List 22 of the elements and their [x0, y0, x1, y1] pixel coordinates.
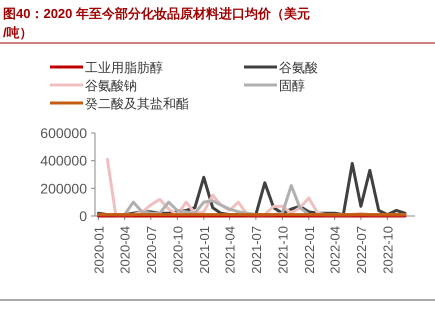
legend-label: 工业用脂肪醇: [85, 60, 163, 75]
legend-label: 固醇: [279, 78, 305, 93]
y-tick-label: 200000: [40, 180, 88, 196]
y-tick-label: 0: [79, 208, 88, 224]
x-tick-label: 2022-01: [302, 226, 317, 274]
x-tick-label: 2022-10: [380, 226, 396, 274]
x-tick-label: 2022-07: [354, 226, 369, 274]
x-tick-label: 2020-04: [118, 226, 133, 274]
legend-label: 谷氨酸: [279, 60, 318, 75]
x-tick-label: 2020-10: [170, 226, 186, 274]
legend-label: 谷氨酸钠: [85, 78, 137, 93]
x-tick-label: 2020-01: [91, 226, 106, 274]
legend-label: 癸二酸及其盐和酯: [85, 96, 189, 111]
x-tick-label: 2022-04: [328, 226, 343, 274]
x-tick-label: 2020-07: [144, 226, 159, 274]
x-tick-label: 2021-01: [196, 226, 212, 274]
x-tick-label: 2021-07: [248, 226, 264, 274]
x-tick-label: 2021-04: [222, 226, 238, 274]
y-tick-label: 600000: [40, 125, 88, 141]
y-tick-label: 400000: [40, 152, 88, 169]
chart-title: 图40：2020 年至今部分化妆品原材料进口均价（美元/吨）: [3, 6, 310, 40]
x-tick-label: 2021-10: [275, 226, 290, 274]
